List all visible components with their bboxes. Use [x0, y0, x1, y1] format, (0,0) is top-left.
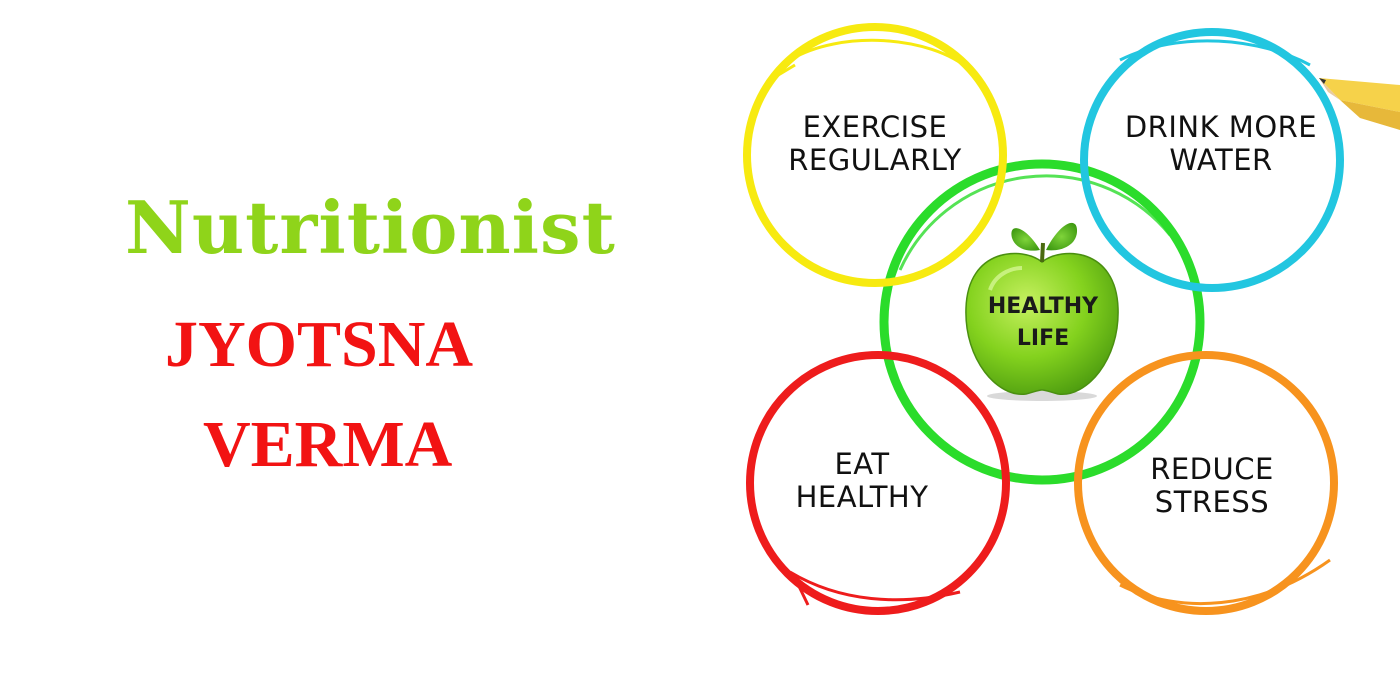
- ring-red: [746, 351, 1010, 615]
- healthy-life-diagram: EXERCISE REGULARLY DRINK MORE WATER EAT …: [700, 0, 1400, 700]
- stress-line-1: REDUCE: [1150, 452, 1274, 486]
- ring-cyan: [1080, 28, 1344, 292]
- exercise-line-1: EXERCISE: [803, 110, 948, 144]
- pencil-icon: [1319, 78, 1400, 130]
- name-last-line: VERMA: [203, 408, 453, 481]
- water-line-2: WATER: [1169, 143, 1272, 177]
- green-apple-icon: [965, 222, 1119, 401]
- center-line-1: HEALTHY: [988, 294, 1099, 319]
- water-line-1: DRINK MORE: [1125, 110, 1317, 144]
- exercise-line-2: REGULARLY: [788, 143, 962, 177]
- ring-green: [879, 159, 1205, 485]
- center-line-2: LIFE: [1017, 326, 1069, 351]
- eat-line-1: EAT: [834, 447, 889, 481]
- ring-yellow: [743, 23, 1007, 287]
- eat-line-2: HEALTHY: [796, 480, 929, 514]
- ring-orange: [1074, 351, 1338, 615]
- title-block: Nutritionist JYOTSNA VERMA: [125, 185, 616, 481]
- stress-line-2: STRESS: [1155, 485, 1269, 519]
- page-title: Nutritionist: [125, 185, 616, 270]
- name-first-line: JYOTSNA: [165, 308, 474, 381]
- diagram-canvas: EXERCISE REGULARLY DRINK MORE WATER EAT …: [743, 23, 1400, 615]
